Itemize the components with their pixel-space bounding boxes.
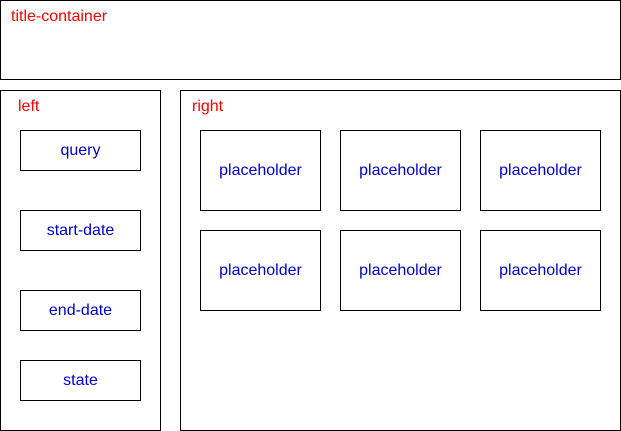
right-panel-label: right xyxy=(192,98,224,115)
placeholder-box: placeholder xyxy=(340,230,461,311)
query-box: query xyxy=(20,130,141,171)
placeholder-box: placeholder xyxy=(200,230,321,311)
placeholder-box: placeholder xyxy=(480,130,601,211)
end-date-box: end-date xyxy=(20,290,141,331)
placeholder-box: placeholder xyxy=(200,130,321,211)
state-box: state xyxy=(20,360,141,401)
start-date-box: start-date xyxy=(20,210,141,251)
left-panel-label: left xyxy=(18,98,40,115)
placeholder-box: placeholder xyxy=(340,130,461,211)
placeholder-box: placeholder xyxy=(480,230,601,311)
title-container: title-container xyxy=(0,0,621,80)
title-container-label: title-container xyxy=(11,8,108,25)
